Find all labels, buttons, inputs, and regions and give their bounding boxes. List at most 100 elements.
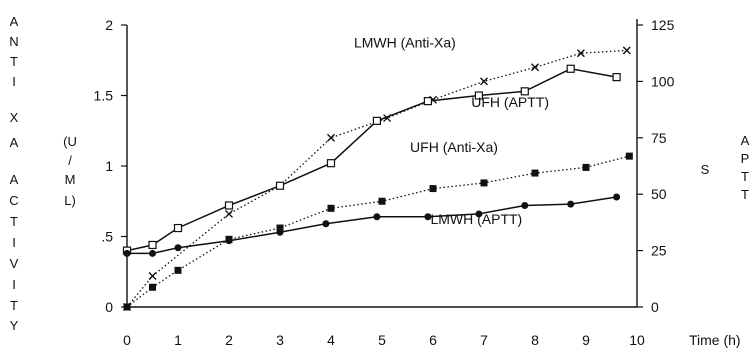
series-ufh-anti-xa <box>123 152 633 311</box>
data-point <box>613 193 621 201</box>
right-tick-label: 75 <box>651 130 667 146</box>
left-axis-label-letter: V <box>10 256 19 271</box>
left-tick-label: 0 <box>105 299 113 315</box>
left-axis-label-letter: X <box>10 110 19 125</box>
left-axis-label-letter: T <box>10 298 18 313</box>
data-point <box>582 163 590 171</box>
right-tick-label: 125 <box>651 17 675 33</box>
right-tick-label: 25 <box>651 243 667 259</box>
data-point <box>475 210 483 218</box>
data-point <box>276 224 284 232</box>
left-axis-label-letter: T <box>10 214 18 229</box>
left-axis-label-letter: A <box>10 172 19 187</box>
series-lmwh-anti-xa <box>123 46 631 311</box>
x-tick-label: 9 <box>582 332 590 348</box>
left-axis-label-letter: I <box>12 235 16 250</box>
right-axis-unit: S <box>701 162 710 177</box>
x-tick-label: 6 <box>429 332 437 348</box>
series-group <box>122 46 633 311</box>
left-axis-label-letter: A <box>10 14 19 29</box>
data-point <box>378 197 386 205</box>
x-tick-label: 0 <box>123 332 131 348</box>
left-axis-label-letter: A <box>10 135 19 150</box>
data-point <box>625 152 633 160</box>
data-point <box>480 179 488 187</box>
right-axis-label-letter: T <box>741 169 749 184</box>
left-tick-label: 1.5 <box>94 88 114 104</box>
series-label: LMWH (APTT) <box>430 211 522 227</box>
data-point <box>275 181 285 190</box>
x-tick-label: 10 <box>629 332 645 348</box>
x-tick-label: 3 <box>276 332 284 348</box>
left-axis-unit-part: / <box>68 153 72 168</box>
data-point <box>225 237 233 245</box>
left-axis-unit-part: L) <box>64 193 76 208</box>
x-tick-label: 4 <box>327 332 335 348</box>
data-point <box>531 169 539 177</box>
data-point <box>174 266 182 274</box>
right-tick-label: 100 <box>651 73 675 89</box>
data-point <box>429 185 437 193</box>
data-point <box>123 249 131 257</box>
data-point <box>123 303 131 311</box>
left-axis-label-letter: Y <box>10 318 19 333</box>
data-point <box>531 63 539 72</box>
left-axis-label-letter: C <box>9 193 18 208</box>
data-point <box>148 240 157 250</box>
data-point <box>520 87 529 96</box>
x-tick-label: 2 <box>225 332 233 348</box>
x-tick-label: 8 <box>531 332 539 348</box>
axes: 0 .5 1 1.5 2 0 25 50 75 100 125 0 1 2 3 4 5 6 7 8 9 10 Time (h… <box>94 17 741 348</box>
left-tick-label: 2 <box>105 17 113 33</box>
x-tick-label: 5 <box>378 332 386 348</box>
series-label: UFH (Anti-Xa) <box>410 139 498 155</box>
left-axis-label-letter: T <box>10 54 18 69</box>
series-label: LMWH (Anti-Xa) <box>354 35 456 51</box>
data-point <box>327 204 335 212</box>
x-tick-label: 1 <box>174 332 182 348</box>
right-tick-label: 0 <box>651 299 659 315</box>
series-line <box>126 49 627 308</box>
series-line <box>126 68 617 252</box>
left-axis-label-letter: I <box>12 74 16 89</box>
data-point <box>566 64 575 73</box>
data-point <box>225 209 233 218</box>
data-point <box>521 201 529 209</box>
data-point <box>149 249 156 257</box>
left-axis-unit-part: (U <box>63 134 77 149</box>
data-point <box>327 133 335 142</box>
left-axis-label-letter: N <box>9 34 18 49</box>
data-point <box>174 244 182 252</box>
left-tick-label: 1 <box>105 158 113 174</box>
data-point <box>149 283 156 291</box>
data-point <box>173 223 183 233</box>
data-point <box>276 228 284 236</box>
data-point <box>373 213 381 221</box>
left-axis-label-letter: I <box>12 277 16 292</box>
data-point <box>322 220 330 228</box>
data-point <box>148 271 157 280</box>
x-tick-label: 7 <box>480 332 488 348</box>
data-point <box>576 49 585 58</box>
right-tick-label: 50 <box>651 186 667 202</box>
data-point <box>480 77 488 86</box>
series-ufh-aptt <box>122 64 621 255</box>
series-label: UFH (APTT) <box>471 94 549 110</box>
data-point <box>567 200 575 208</box>
series-lmwh-aptt <box>123 193 621 257</box>
right-axis-label-letter: T <box>741 187 749 202</box>
left-tick-label: .5 <box>101 229 113 245</box>
data-point <box>612 73 621 82</box>
data-point <box>423 97 432 106</box>
data-point <box>372 116 381 125</box>
right-axis-label-letter: P <box>741 151 750 166</box>
right-axis-label-letter: A <box>741 133 750 148</box>
series-line <box>126 155 630 308</box>
data-point <box>424 213 432 221</box>
data-point <box>326 159 336 168</box>
x-axis-label: Time (h) <box>689 332 741 348</box>
series-line <box>127 196 617 255</box>
data-point <box>224 201 234 210</box>
